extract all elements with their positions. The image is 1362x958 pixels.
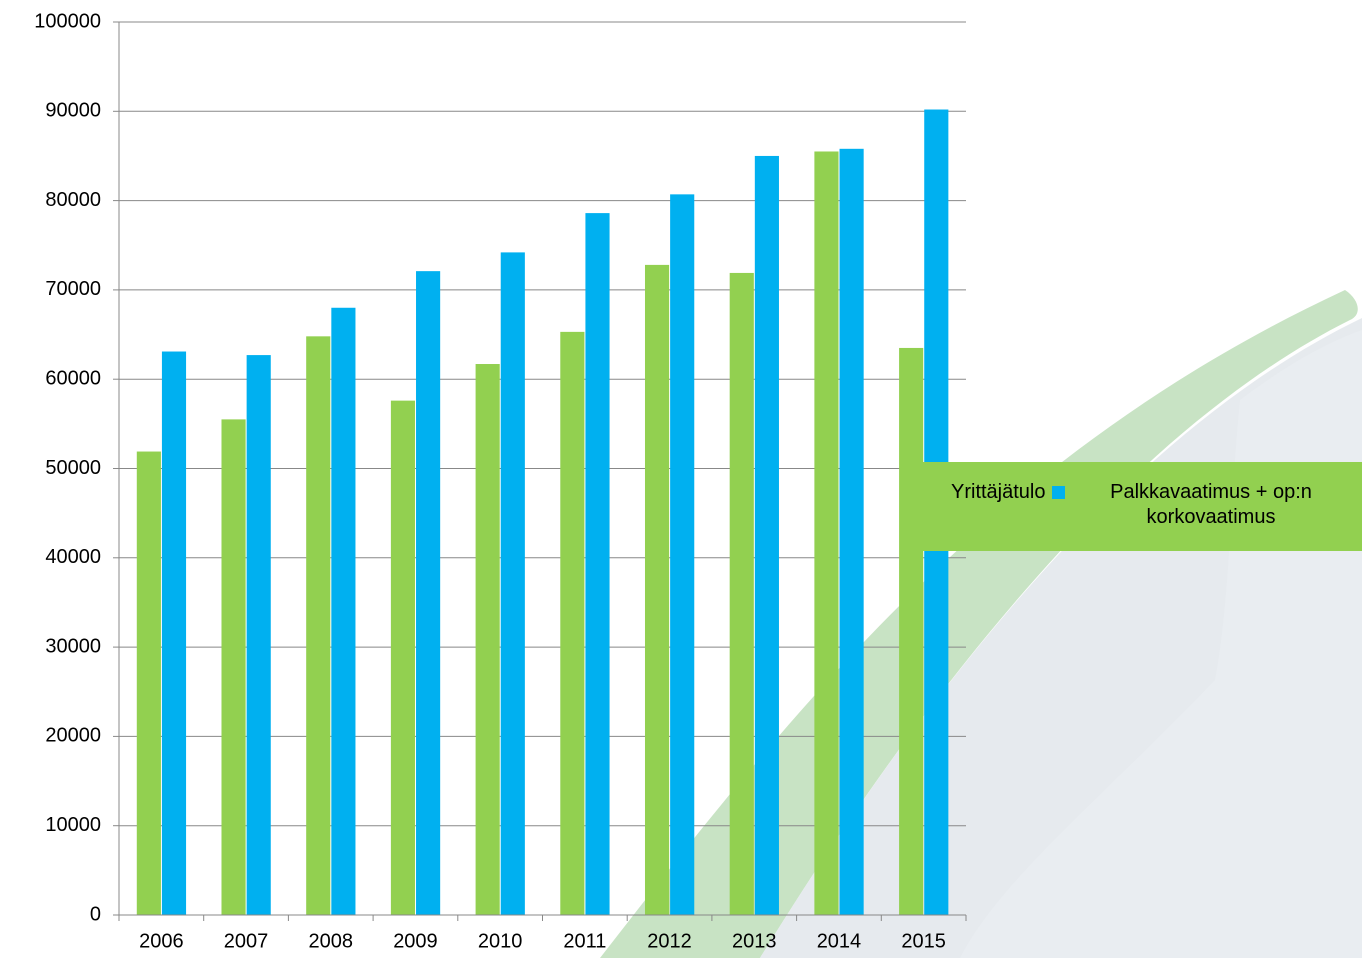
x-tick-label: 2007	[224, 930, 269, 952]
y-tick-label: 20000	[45, 725, 101, 747]
bar	[247, 355, 271, 915]
background-decoration	[600, 290, 1362, 958]
legend-item: Palkkavaatimus + op:n korkovaatimus	[1052, 480, 1354, 530]
legend-label: Palkkavaatimus + op:n korkovaatimus	[1069, 480, 1354, 530]
y-tick-label: 0	[90, 903, 101, 925]
bar	[899, 348, 923, 915]
bar	[645, 265, 669, 915]
x-tick-label: 2010	[478, 930, 523, 952]
y-tick-label: 50000	[45, 457, 101, 479]
y-tick-label: 80000	[45, 189, 101, 211]
bar	[560, 332, 584, 915]
bar	[670, 194, 694, 915]
bar	[840, 149, 864, 915]
bar	[476, 364, 500, 915]
y-tick-label: 70000	[45, 278, 101, 300]
bars	[137, 110, 949, 915]
bar	[585, 213, 609, 915]
y-tick-label: 10000	[45, 814, 101, 836]
y-tick-label: 30000	[45, 635, 101, 657]
x-tick-label: 2015	[901, 930, 946, 952]
legend-swatch	[1052, 486, 1065, 499]
bar	[730, 273, 754, 915]
y-tick-label: 60000	[45, 367, 101, 389]
x-tick-label: 2006	[139, 930, 184, 952]
bar	[306, 336, 330, 915]
x-tick-label: 2011	[563, 930, 606, 952]
legend-item: Yrittäjätulo	[934, 480, 1046, 505]
bar	[814, 151, 838, 915]
bar	[501, 252, 525, 915]
y-tick-label: 40000	[45, 546, 101, 568]
x-tick-label: 2012	[647, 930, 692, 952]
y-tick-label: 100000	[34, 10, 101, 32]
bar	[755, 156, 779, 915]
x-tick-label: 2013	[732, 930, 777, 952]
y-tick-label: 90000	[45, 100, 101, 122]
bar	[137, 452, 161, 915]
page: 0 10000 20000 30000 40000 50000 60000 70000 8000…	[0, 0, 1362, 958]
legend: Yrittäjätulo Palkkavaatimus + op:n korkov…	[922, 462, 1362, 551]
bar	[162, 352, 186, 915]
legend-swatch	[934, 486, 947, 499]
bar	[331, 308, 355, 915]
x-tick-label: 2014	[817, 930, 862, 952]
bar	[221, 419, 245, 915]
bar	[391, 401, 415, 915]
bar	[416, 271, 440, 915]
x-tick-label: 2008	[309, 930, 354, 952]
legend-label: Yrittäjätulo	[951, 480, 1046, 505]
x-tick-label: 2009	[393, 930, 438, 952]
